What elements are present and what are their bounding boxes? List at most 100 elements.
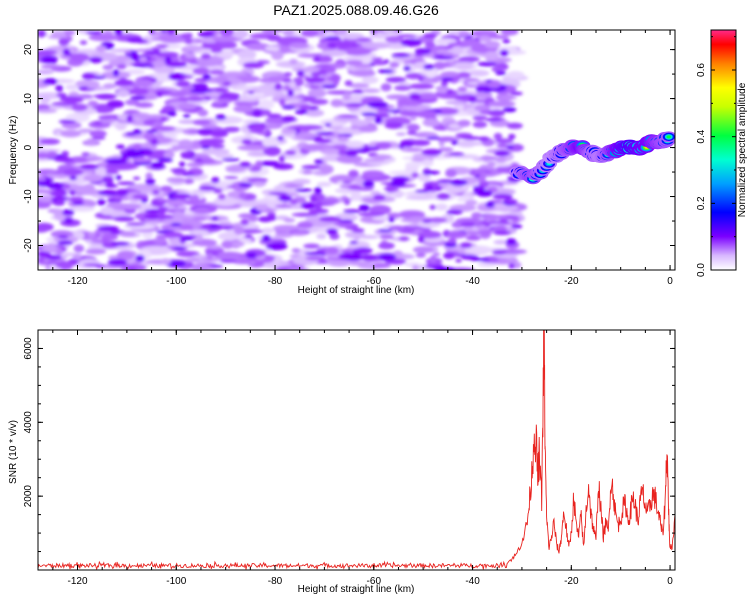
heatmap-noise-cell — [291, 212, 319, 217]
heatmap-noise-cell — [373, 194, 386, 201]
heatmap-noise-cell — [274, 233, 293, 238]
heatmap-noise-cell — [236, 85, 254, 91]
heatmap-noise-cell — [385, 259, 407, 265]
heatmap-noise-cell — [396, 34, 417, 38]
heatmap-noise-cell — [324, 246, 340, 255]
heatmap-noise-cell — [192, 238, 217, 247]
heatmap-noise-cell — [227, 185, 235, 189]
heatmap-noise-cell — [472, 121, 488, 128]
heatmap-noise-cell — [192, 216, 208, 221]
heatmap-noise-cell — [102, 83, 117, 89]
heatmap-noise-cell — [493, 230, 512, 236]
heatmap-noise-cell — [178, 161, 186, 167]
heatmap-noise-cell — [367, 101, 389, 109]
heatmap-noise-cell — [58, 38, 70, 46]
heatmap-noise-cell — [233, 105, 254, 113]
heatmap-noise-cell — [302, 170, 314, 175]
heatmap-noise-cell — [144, 50, 162, 55]
heatmap-noise-cell — [391, 53, 411, 58]
heatmap-noise-cell — [457, 86, 468, 93]
heatmap-noise-cell — [396, 225, 404, 233]
heatmap-noise-cell — [445, 100, 468, 105]
heatmap-y-tick-label: -10 — [23, 189, 34, 204]
heatmap-noise-cell — [449, 152, 465, 157]
heatmap-noise-cell — [201, 124, 218, 129]
heatmap-noise-cell — [485, 117, 503, 122]
heatmap-noise-cell — [40, 64, 62, 69]
heatmap-noise-cell — [255, 199, 271, 205]
heatmap-noise-cell — [56, 247, 63, 256]
heatmap-noise-cell — [196, 234, 203, 242]
heatmap-noise-cell — [303, 243, 320, 249]
heatmap-noise-cell — [185, 96, 206, 102]
heatmap-noise-cell — [292, 178, 311, 185]
colorbar-tick-label: 0.4 — [696, 129, 707, 143]
heatmap-noise-cell — [159, 110, 167, 114]
heatmap-noise-cell — [55, 261, 74, 269]
heatmap-noise-cell — [172, 193, 192, 200]
heatmap-noise-cell — [198, 185, 217, 191]
heatmap-noise-cell — [124, 50, 132, 55]
heatmap-noise-cell — [189, 88, 210, 94]
heatmap-noise-cell — [356, 37, 372, 42]
heatmap-noise-cell — [106, 100, 125, 109]
heatmap-noise-cell — [350, 191, 362, 201]
heatmap-noise-cell — [135, 254, 145, 262]
heatmap-noise-cell — [128, 112, 151, 119]
heatmap-noise-cell — [158, 208, 166, 215]
heatmap-noise-cell — [489, 119, 511, 128]
heatmap-noise-cell — [155, 44, 170, 48]
heatmap-noise-cell — [384, 122, 404, 129]
heatmap-noise-cell — [275, 204, 292, 209]
heatmap-noise-cell — [201, 53, 211, 60]
heatmap-noise-cell — [114, 79, 135, 87]
heatmap-noise-cell — [287, 267, 310, 270]
heatmap-noise-cell — [83, 174, 104, 183]
heatmap-noise-cell — [234, 198, 261, 208]
heatmap-noise-cell — [281, 116, 297, 122]
heatmap-noise-cell — [472, 115, 487, 121]
heatmap-noise-cell — [279, 98, 286, 107]
heatmap-noise-cell — [457, 119, 471, 127]
heatmap-noise-cell — [238, 213, 256, 219]
heatmap-noise-cell — [133, 79, 154, 88]
heatmap-noise-cell — [40, 96, 51, 104]
snr-x-tick-label: 0 — [667, 576, 673, 587]
heatmap-noise-cell — [113, 216, 135, 222]
heatmap-signal-track — [509, 131, 675, 185]
heatmap-noise-cell — [212, 100, 225, 106]
heatmap-noise-cell — [215, 75, 228, 83]
heatmap-noise-cell — [394, 85, 412, 91]
heatmap-noise-cell — [432, 55, 454, 60]
heatmap-noise-cell — [353, 247, 373, 254]
heatmap-noise-cell — [102, 64, 114, 71]
heatmap-noise-cell — [409, 93, 421, 101]
heatmap-noise-cell — [421, 159, 434, 167]
heatmap-noise-cell — [321, 84, 337, 89]
heatmap-noise-cell — [85, 248, 107, 255]
heatmap-noise-cell — [129, 87, 149, 95]
heatmap-noise-cell — [125, 69, 146, 75]
heatmap-noise-cell — [389, 61, 400, 68]
heatmap-noise-cell — [115, 144, 125, 149]
heatmap-noise-cell — [178, 139, 193, 147]
heatmap-noise-cell — [92, 136, 106, 140]
heatmap-noise-cell — [381, 240, 388, 244]
heatmap-noise-cell — [115, 175, 122, 180]
heatmap-noise-cell — [337, 136, 349, 142]
heatmap-noise-cell — [106, 202, 124, 208]
heatmap-noise-cell — [484, 51, 499, 60]
heatmap-noise-cell — [417, 92, 439, 100]
heatmap-noise-cell — [506, 144, 514, 150]
heatmap-noise-cell — [258, 99, 275, 110]
heatmap-noise-cell — [364, 115, 375, 123]
heatmap-noise-cell — [114, 30, 123, 36]
heatmap-noise-cell — [299, 104, 312, 111]
heatmap-noise-cell — [282, 105, 296, 110]
heatmap-noise-cell — [88, 56, 103, 64]
heatmap-noise-cell — [197, 128, 214, 136]
heatmap-noise-cell — [163, 151, 174, 158]
heatmap-noise-cell — [482, 156, 491, 162]
heatmap-noise-cell — [325, 90, 355, 95]
heatmap-noise-cell — [344, 231, 366, 239]
